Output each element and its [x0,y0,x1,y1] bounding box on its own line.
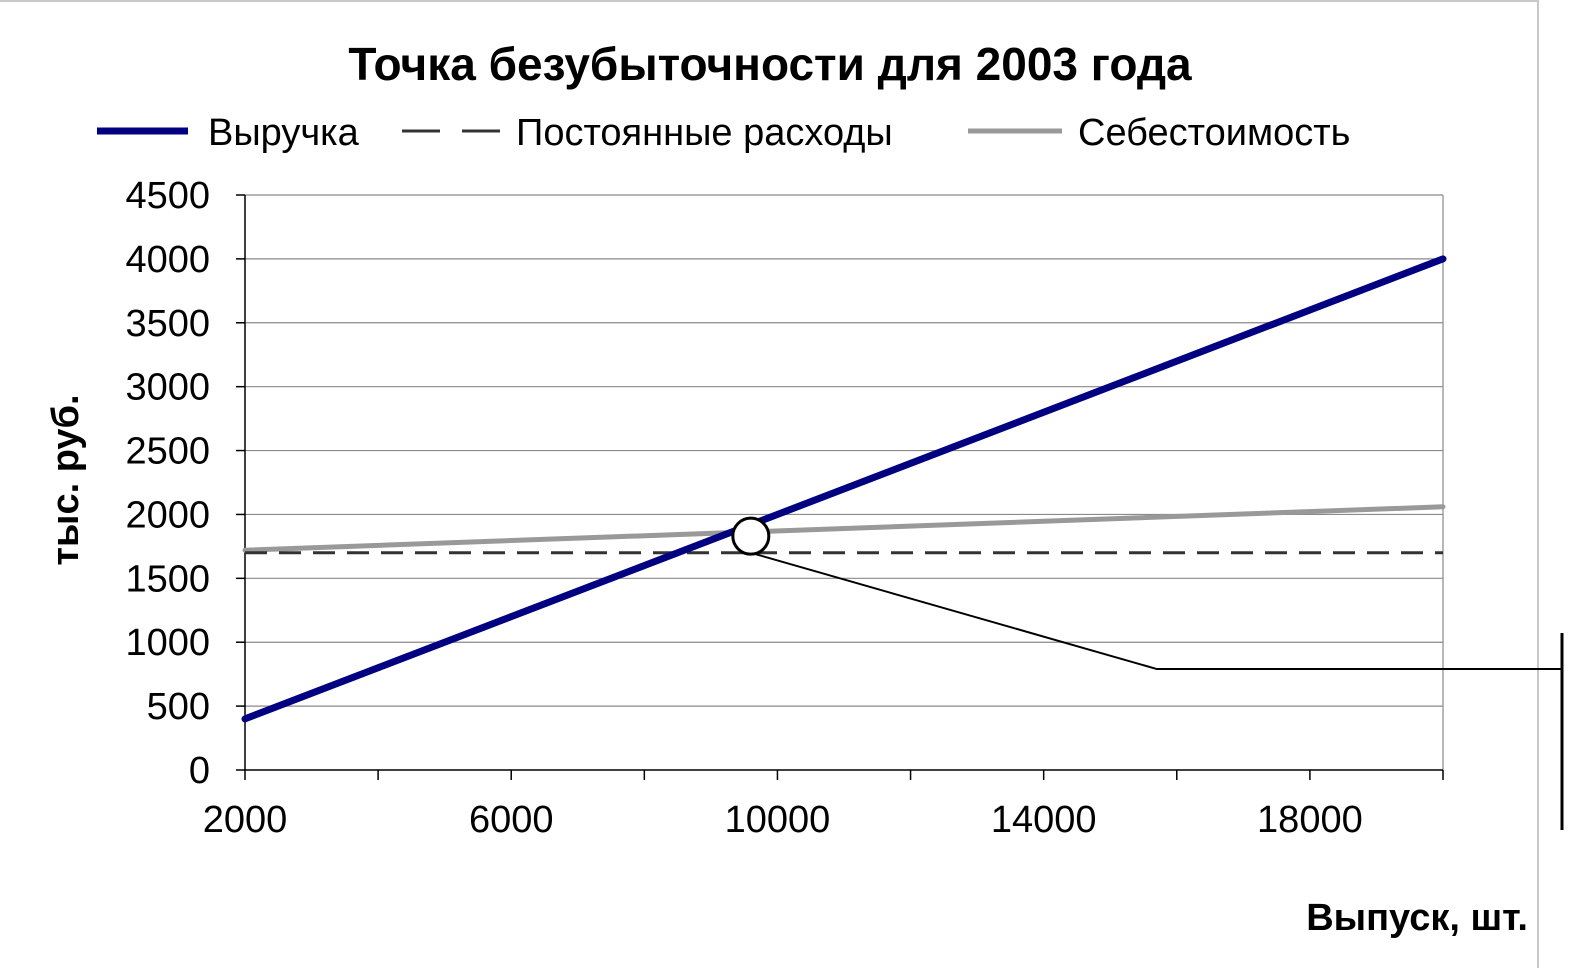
series-line-cost-price [242,504,1446,553]
y-tick-label-4: 2000 [125,494,210,536]
x-tick-label-4: 18000 [1257,799,1363,841]
legend-label-fixed-costs: Постоянные расходы [516,112,893,154]
x-tick-label-2: 10000 [725,799,831,841]
x-axis-ticks: 2000 6000 10000 14000 18000 [203,770,1444,841]
axes [244,195,1443,771]
y-tick-label-9: 4500 [125,175,210,217]
x-axis-title: Выпуск, шт. [1306,897,1528,939]
legend-label-cost-price: Себестоимость [1078,112,1350,154]
x-tick-label-0: 2000 [203,799,288,841]
y-tick-label-5: 2500 [125,431,210,473]
y-axis-ticks: 0 500 1000 1500 2000 2500 3000 3500 4000 4500 [125,175,245,792]
y-tick-label-1: 500 [147,686,210,728]
x-tick-label-3: 14000 [991,799,1097,841]
chart-title: Точка безубыточности для 2003 года [348,38,1192,90]
y-axis-title: тыс. руб. [45,394,87,565]
y-tick-label-2: 1000 [125,622,210,664]
x-tick-label-1: 6000 [469,799,554,841]
y-tick-label-3: 1500 [125,558,210,600]
break-even-point-marker [731,516,771,556]
annotation-leader-line [750,551,1562,671]
legend-label-revenue: Выручка [208,112,360,154]
chart-frame [0,0,1539,968]
annotations [731,516,1564,830]
y-tick-label-6: 3000 [125,367,210,409]
legend: Выручка Постоянные расходы Себестоимость [97,112,1350,154]
gridlines [245,194,1444,770]
series-line-revenue [241,255,1447,723]
y-tick-label-8: 4000 [125,239,210,281]
series-lines [241,255,1447,723]
y-tick-label-0: 0 [189,750,210,792]
y-tick-label-7: 3500 [125,303,210,345]
